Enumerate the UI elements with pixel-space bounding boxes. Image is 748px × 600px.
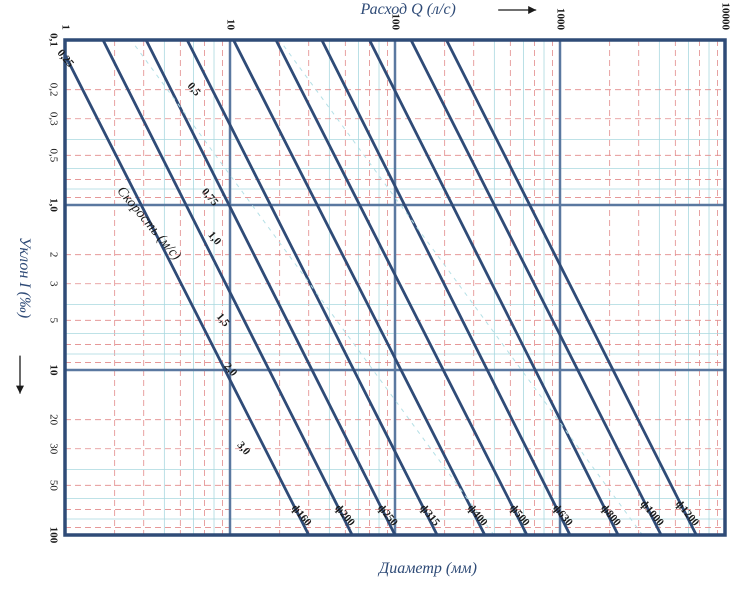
svg-text:0,5: 0,5 <box>47 148 59 162</box>
speed-label: 1,0 <box>205 229 223 248</box>
svg-text:50: 50 <box>47 480 59 492</box>
speed-axis-title: Скорость (м/с) <box>114 184 184 264</box>
speed-label: 3,0 <box>234 439 252 458</box>
svg-text:100: 100 <box>47 527 59 544</box>
svg-text:10: 10 <box>224 19 236 31</box>
svg-text:5: 5 <box>47 318 59 324</box>
svg-text:0,1: 0,1 <box>47 33 59 47</box>
chart-svg: 1101001000100000,11,0101000,20,30,523520… <box>0 0 748 600</box>
diameter-label: ф1000 <box>638 498 667 529</box>
y-axis-title: Уклон I (‰) <box>16 237 33 318</box>
bottom-axis-title: Диаметр (мм) <box>377 560 477 577</box>
diameter-label: ф200 <box>332 502 357 529</box>
speed-label: 0,5 <box>185 80 203 99</box>
svg-text:30: 30 <box>47 443 59 455</box>
x-axis-title: Расход Q (л/с) <box>360 1 456 18</box>
svg-text:10: 10 <box>47 365 59 377</box>
diameter-label: ф630 <box>550 502 575 529</box>
svg-text:1000: 1000 <box>554 8 566 31</box>
svg-text:1: 1 <box>59 25 71 31</box>
diameter-label: ф800 <box>598 502 623 529</box>
diameter-label: ф500 <box>507 502 532 529</box>
diameter-label: ф1200 <box>673 498 702 529</box>
svg-text:0,3: 0,3 <box>47 112 59 126</box>
speed-label: 0,25 <box>55 47 77 70</box>
svg-text:2: 2 <box>47 252 59 258</box>
svg-text:3: 3 <box>47 281 59 287</box>
svg-text:20: 20 <box>47 414 59 426</box>
svg-text:0,2: 0,2 <box>47 83 59 97</box>
nomogram-chart: 1101001000100000,11,0101000,20,30,523520… <box>0 0 748 600</box>
diameter-label: ф400 <box>465 502 490 529</box>
diameter-label: ф315 <box>417 502 442 529</box>
svg-text:1,0: 1,0 <box>47 198 59 212</box>
speed-label: 2,0 <box>221 361 239 380</box>
svg-text:10000: 10000 <box>719 3 731 31</box>
diameter-label: ф160 <box>289 502 314 529</box>
